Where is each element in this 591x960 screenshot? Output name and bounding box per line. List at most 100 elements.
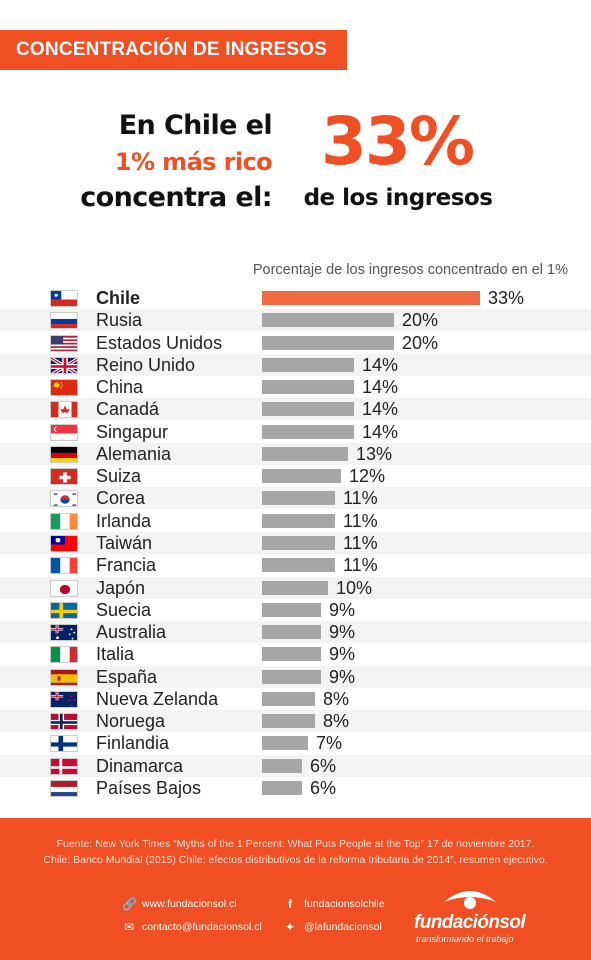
value-label: 14% <box>362 354 399 375</box>
usa-flag-icon <box>50 334 78 352</box>
germany-flag-icon <box>50 445 78 463</box>
singapore-flag-icon <box>50 423 78 441</box>
chart-row: Noruega 8% <box>0 710 591 733</box>
country-label: Italia <box>96 644 135 665</box>
source-line-1: Fuente: New York Times “Myths of the 1 P… <box>56 838 535 850</box>
chart-row: Alemania 13% <box>0 442 591 465</box>
bar <box>262 780 302 795</box>
value-label: 6% <box>310 777 337 798</box>
chart-row: Francia 11% <box>0 554 591 577</box>
twitter-link[interactable]: @lafundacionsol <box>304 921 382 933</box>
country-label: Suecia <box>96 599 152 620</box>
value-label: 11% <box>343 532 378 553</box>
country-label: Irlanda <box>96 510 152 531</box>
email-link[interactable]: contacto@fundacionsol.cl <box>142 921 262 933</box>
switzerland-flag-icon <box>50 468 78 486</box>
chart-row: Japón 10% <box>0 576 591 599</box>
country-label: Países Bajos <box>96 777 202 798</box>
chart-row: Países Bajos 6% <box>0 776 591 799</box>
chart-row: Suecia 9% <box>0 598 591 621</box>
website-link[interactable]: www.fundacionsol.cl <box>142 898 237 910</box>
facebook-link[interactable]: fundacionsolchile <box>304 898 385 910</box>
email-icon: ✉ <box>123 920 135 934</box>
value-label: 7% <box>316 733 343 754</box>
bar <box>262 714 315 729</box>
chart-row: Dinamarca 6% <box>0 754 591 777</box>
norway-flag-icon <box>50 713 78 731</box>
chart-row: Italia 9% <box>0 643 591 666</box>
chart-row: Corea 11% <box>0 487 591 510</box>
country-label: Canadá <box>96 399 160 420</box>
bar <box>262 491 335 506</box>
value-label: 13% <box>356 443 393 464</box>
finland-flag-icon <box>50 735 78 753</box>
value-label: 12% <box>349 466 386 487</box>
headline-line-1: En Chile el <box>118 110 273 141</box>
value-label: 6% <box>310 755 337 776</box>
chart-row: Australia 9% <box>0 621 591 644</box>
headline-line-2: 1% más rico <box>114 148 273 176</box>
chart-row: Taiwán 11% <box>0 531 591 554</box>
source-note: Fuente: New York Times “Myths of the 1 P… <box>0 836 591 868</box>
uk-flag-icon <box>50 356 78 374</box>
logo-name: fundaciónsol <box>414 912 526 933</box>
bar <box>262 758 302 773</box>
country-label: Dinamarca <box>96 755 184 776</box>
country-label: Alemania <box>96 443 172 464</box>
value-label: 14% <box>362 399 399 420</box>
value-label: 9% <box>329 666 356 687</box>
value-label: 10% <box>336 577 373 598</box>
country-label: Taiwán <box>96 532 153 553</box>
australia-flag-icon <box>50 624 78 642</box>
country-label: China <box>96 377 144 398</box>
facebook-icon: f <box>288 897 292 911</box>
chart-row: Canadá 14% <box>0 398 591 421</box>
value-label: 9% <box>329 599 356 620</box>
source-line-2: Chile: Banco Mundial (2015) Chile: efect… <box>43 854 548 866</box>
chart-row: Suiza 12% <box>0 465 591 488</box>
value-label: 9% <box>329 622 356 643</box>
country-label: Estados Unidos <box>96 332 223 353</box>
section-tag: CONCENTRACIÓN DE INGRESOS <box>0 30 347 70</box>
country-label: Nueva Zelanda <box>96 688 219 709</box>
value-label: 11% <box>343 555 378 576</box>
sweden-flag-icon <box>50 601 78 619</box>
big-percentage: 33% <box>321 103 475 180</box>
chart-row: Chile 33% <box>0 287 591 309</box>
chile-flag-icon <box>50 290 78 307</box>
ireland-flag-icon <box>50 512 78 530</box>
logo-eye-icon <box>444 891 496 909</box>
value-label: 14% <box>362 421 399 442</box>
chart-row: España 9% <box>0 665 591 688</box>
bar <box>262 736 308 751</box>
value-label: 33% <box>488 288 525 308</box>
chart-row: Estados Unidos 20% <box>0 331 591 354</box>
bar <box>262 625 321 640</box>
chart-row: Irlanda 11% <box>0 509 591 532</box>
russia-flag-icon <box>50 312 78 330</box>
value-label: 11% <box>343 488 378 509</box>
value-label: 8% <box>323 688 350 709</box>
country-label: Finlandia <box>96 733 170 754</box>
bar <box>262 313 394 328</box>
chart-title: Porcentaje de los ingresos concentrado e… <box>252 262 568 278</box>
country-label: Rusia <box>96 310 143 331</box>
bar <box>262 647 321 662</box>
country-label: España <box>96 666 158 687</box>
country-label: Japón <box>96 577 146 598</box>
bar <box>262 291 480 305</box>
big-percentage-caption: de los ingresos <box>303 185 493 211</box>
chart-row: China 14% <box>0 376 591 399</box>
value-label: 11% <box>343 510 378 531</box>
denmark-flag-icon <box>50 757 78 775</box>
chart-row: Reino Unido 14% <box>0 353 591 376</box>
bar <box>262 380 354 395</box>
taiwan-flag-icon <box>50 534 78 552</box>
country-label: Francia <box>96 555 157 576</box>
netherlands-flag-icon <box>50 779 78 797</box>
bar <box>262 335 394 350</box>
value-label: 9% <box>329 644 356 665</box>
country-label: Chile <box>96 288 141 308</box>
chart-row: Rusia 20% <box>0 309 591 332</box>
canada-flag-icon <box>50 401 78 419</box>
